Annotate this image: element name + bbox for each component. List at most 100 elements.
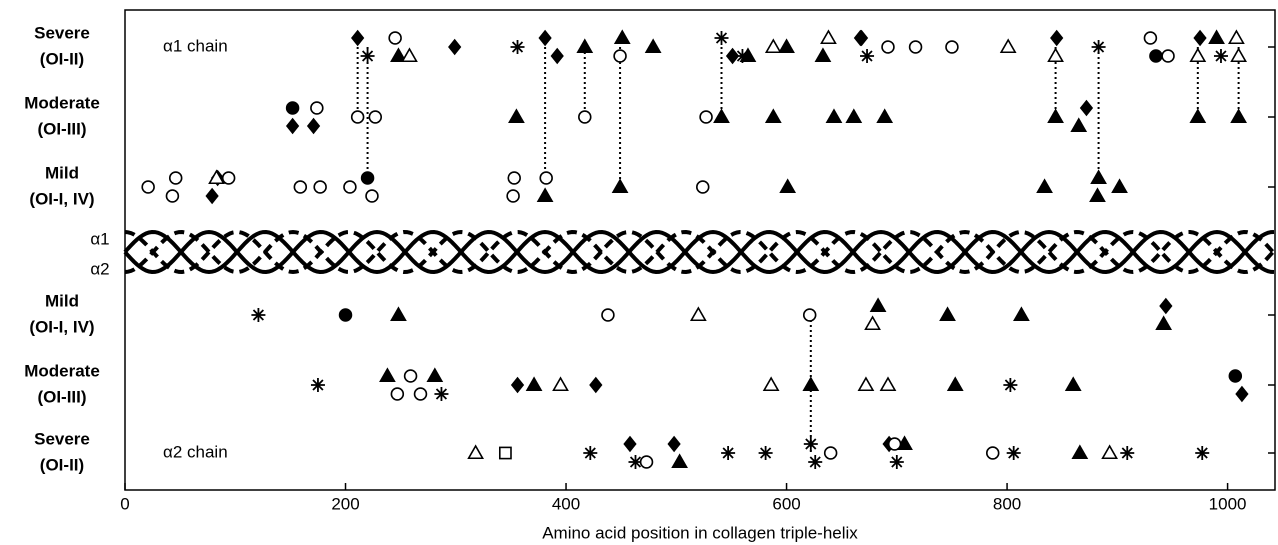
marker-circle bbox=[579, 111, 591, 123]
x-tick-label: 800 bbox=[993, 494, 1021, 513]
marker-asterisk bbox=[804, 437, 818, 451]
marker-triangle bbox=[866, 317, 880, 329]
marker-asterisk bbox=[715, 31, 729, 45]
chart: Amino acid position in collagen triple-h… bbox=[0, 0, 1278, 545]
marker-triangle bbox=[646, 40, 660, 52]
marker-triangle bbox=[1232, 110, 1246, 122]
marker-triangle bbox=[1038, 180, 1052, 192]
marker-circle bbox=[697, 181, 709, 193]
marker-asterisk bbox=[721, 446, 735, 460]
marker-asterisk bbox=[1003, 378, 1017, 392]
marker-circle bbox=[311, 102, 323, 114]
marker-triangle bbox=[859, 378, 873, 390]
marker-circle bbox=[946, 41, 958, 53]
marker-triangle bbox=[1229, 31, 1243, 43]
marker-triangle bbox=[816, 49, 830, 61]
helix-label: α2 bbox=[90, 259, 109, 278]
marker-circle bbox=[1229, 370, 1241, 382]
marker-circle bbox=[344, 181, 356, 193]
marker-circle bbox=[804, 309, 816, 321]
marker-circle bbox=[641, 456, 653, 468]
marker-triangle bbox=[1157, 317, 1171, 329]
marker-triangle bbox=[691, 308, 705, 320]
marker-triangle bbox=[766, 110, 780, 122]
marker-circle bbox=[540, 172, 552, 184]
marker-asterisk bbox=[511, 40, 525, 54]
marker-triangle bbox=[1103, 446, 1117, 458]
row-sublabel: (OI-II) bbox=[40, 49, 84, 68]
marker-asterisk bbox=[1007, 446, 1021, 460]
marker-asterisk bbox=[808, 455, 822, 469]
marker-triangle bbox=[615, 31, 629, 43]
marker-triangle bbox=[1191, 110, 1205, 122]
marker-triangle bbox=[781, 180, 795, 192]
row-sublabel: (OI-III) bbox=[37, 119, 86, 138]
marker-circle bbox=[700, 111, 712, 123]
marker-diamond bbox=[207, 189, 218, 203]
marker-circle bbox=[415, 388, 427, 400]
marker-triangle bbox=[821, 31, 835, 43]
marker-triangle bbox=[804, 378, 818, 390]
marker-circle bbox=[614, 50, 626, 62]
marker-diamond bbox=[352, 31, 363, 45]
marker-triangle bbox=[1049, 49, 1063, 61]
marker-triangle bbox=[1092, 171, 1106, 183]
marker-asterisk bbox=[251, 308, 265, 322]
marker-triangle bbox=[881, 378, 895, 390]
marker-diamond bbox=[1051, 31, 1062, 45]
marker-circle bbox=[362, 172, 374, 184]
marker-triangle bbox=[391, 308, 405, 320]
marker-diamond bbox=[1160, 299, 1171, 313]
marker-triangle bbox=[1001, 40, 1015, 52]
marker-diamond bbox=[512, 378, 523, 392]
marker-diamond bbox=[668, 437, 679, 451]
marker-triangle bbox=[380, 369, 394, 381]
marker-circle bbox=[1144, 32, 1156, 44]
marker-triangle bbox=[941, 308, 955, 320]
marker-triangle bbox=[1072, 119, 1086, 131]
marker-triangle bbox=[1066, 378, 1080, 390]
marker-circle bbox=[987, 447, 999, 459]
row-label: Mild bbox=[45, 163, 79, 182]
marker-diamond bbox=[856, 31, 867, 45]
row-label: Severe bbox=[34, 23, 90, 42]
marker-diamond bbox=[1194, 31, 1205, 45]
marker-triangle bbox=[1232, 49, 1246, 61]
marker-triangle bbox=[1090, 189, 1104, 201]
marker-asterisk bbox=[311, 378, 325, 392]
marker-circle bbox=[166, 190, 178, 202]
marker-circle bbox=[1150, 50, 1162, 62]
marker-circle bbox=[170, 172, 182, 184]
x-tick-label: 0 bbox=[120, 494, 129, 513]
marker-triangle bbox=[554, 378, 568, 390]
helix-label: α1 bbox=[90, 229, 109, 248]
marker-triangle bbox=[527, 378, 541, 390]
marker-triangle bbox=[538, 189, 552, 201]
marker-triangle bbox=[764, 378, 778, 390]
marker-circle bbox=[602, 309, 614, 321]
marker-diamond bbox=[308, 119, 319, 133]
marker-triangle bbox=[948, 378, 962, 390]
marker-circle bbox=[352, 111, 364, 123]
marker-asterisk bbox=[759, 446, 773, 460]
marker-triangle bbox=[827, 110, 841, 122]
marker-triangle bbox=[878, 110, 892, 122]
marker-triangle bbox=[1049, 110, 1063, 122]
marker-asterisk bbox=[1120, 446, 1134, 460]
marker-circle bbox=[294, 181, 306, 193]
marker-diamond bbox=[590, 378, 601, 392]
marker-asterisk bbox=[860, 49, 874, 63]
marker-circle bbox=[142, 181, 154, 193]
marker-circle bbox=[369, 111, 381, 123]
marker-triangle bbox=[578, 40, 592, 52]
marker-triangle bbox=[402, 49, 416, 61]
marker-diamond bbox=[1081, 101, 1092, 115]
marker-diamond bbox=[287, 119, 298, 133]
marker-asterisk bbox=[1092, 40, 1106, 54]
marker-circle bbox=[882, 41, 894, 53]
marker-triangle bbox=[715, 110, 729, 122]
marker-circle bbox=[1162, 50, 1174, 62]
marker-asterisk bbox=[434, 387, 448, 401]
marker-circle bbox=[287, 102, 299, 114]
marker-diamond bbox=[449, 40, 460, 54]
